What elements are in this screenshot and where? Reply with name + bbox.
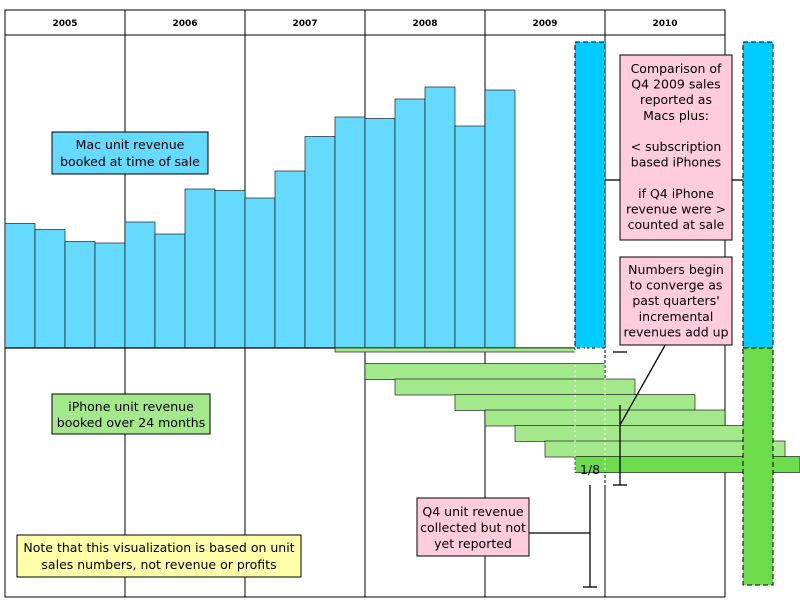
q4-2009-comparison-columns: [574, 41, 774, 586]
collected-line-3: yet reported: [434, 536, 512, 551]
year-label-2009: 2009: [532, 19, 557, 29]
year-label-2005: 2005: [52, 19, 77, 29]
mac-bar: [214, 190, 246, 349]
converge-line-3: past quarters': [632, 293, 719, 308]
fraction-label: 1/8: [580, 462, 600, 477]
mac-bar: [184, 188, 216, 349]
mac-bar: [274, 170, 306, 349]
mac-bar: [154, 233, 186, 349]
unit-sales-disclaimer-note: Note that this visualization is based on…: [16, 534, 302, 578]
iphone-series-label: iPhone unit revenue booked over 24 month…: [51, 393, 211, 435]
comparison-line-9: if Q4 iPhone: [638, 186, 714, 201]
year-label-2010: 2010: [652, 19, 677, 29]
comparison-line-11: counted at sale: [628, 217, 725, 232]
mac-bar: [304, 136, 336, 349]
mac-bar: [484, 89, 516, 349]
iphone-label-line-2: booked over 24 months: [57, 415, 205, 430]
disclaimer-line-2: sales numbers, not revenue or profits: [41, 557, 276, 572]
collected-line-1: Q4 unit revenue: [422, 504, 523, 519]
comparison-line-1: Comparison of: [631, 61, 722, 76]
comparison-line-10: revenue were >: [626, 201, 726, 216]
year-label-2008: 2008: [412, 19, 437, 29]
comparison-line-3: reported as: [640, 92, 712, 107]
iphone-revenue-bars: [334, 347, 800, 473]
mac-bar: [364, 118, 396, 349]
mac-label-line-2: booked at time of sale: [60, 154, 200, 169]
mac-series-label: Mac unit revenue booked at time of sale: [51, 131, 209, 175]
mac-bar: [394, 98, 426, 349]
year-label-2006: 2006: [172, 19, 197, 29]
mac-bar: [454, 125, 486, 349]
converge-line-1: Numbers begin: [628, 262, 724, 277]
mac-bar: [4, 223, 36, 349]
iphone-slice: [334, 347, 576, 353]
iphone-slice: [364, 363, 606, 380]
year-header: 2005 2006 2007 2008 2009 2010: [52, 19, 677, 29]
mac-bar: [64, 241, 96, 349]
q4-2009-comparison-mac-column: [742, 41, 774, 349]
year-label-2007: 2007: [292, 19, 317, 29]
mac-bar: [244, 197, 276, 349]
iphone-label-line-1: iPhone unit revenue: [68, 399, 194, 414]
mac-bar: [334, 116, 366, 349]
mac-bar: [424, 86, 456, 349]
comparison-line-6: < subscription: [631, 139, 722, 154]
mac-bar: [34, 229, 66, 349]
mac-revenue-bars: [4, 86, 575, 349]
collected-line-2: collected but not: [420, 520, 526, 535]
comparison-line-7: based iPhones: [631, 155, 721, 170]
q4-2009-comparison-iphone-column: [742, 347, 774, 586]
converge-line-5: revenues add up: [623, 324, 728, 339]
annotation-connectors: [529, 179, 743, 588]
q4-2009-mac-column: [574, 41, 606, 349]
mac-bar: [124, 221, 156, 349]
converge-pointer: [619, 339, 669, 426]
converge-line-2: to converge as: [630, 278, 723, 293]
comparison-line-2: Q4 2009 sales: [631, 77, 720, 92]
iphone-slice: [514, 425, 756, 442]
converge-line-4: incremental: [639, 309, 714, 324]
mac-label-line-1: Mac unit revenue: [76, 137, 185, 152]
iphone-slice: [394, 378, 636, 396]
disclaimer-line-1: Note that this visualization is based on…: [23, 540, 294, 555]
mac-bar: [94, 242, 126, 349]
comparison-line-4: Macs plus:: [643, 108, 709, 123]
